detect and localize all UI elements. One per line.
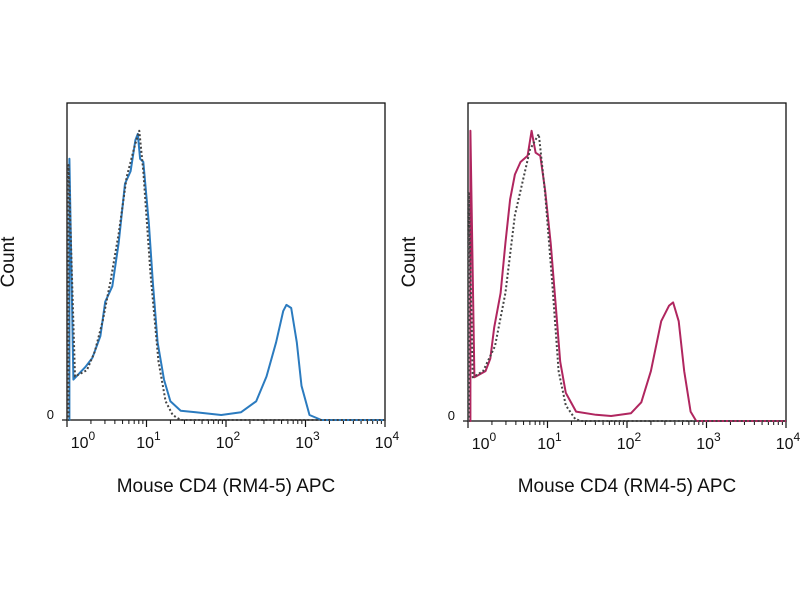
x-tick-label-base: 10 [537,436,555,453]
x-tick-label: 104 [375,429,400,452]
x-axis-label: Mouse CD4 (RM4-5) APC [518,476,737,497]
series-line-control [467,133,786,422]
x-tick-label-base: 10 [295,435,313,452]
x-tick-label: 102 [216,429,241,452]
x-tick-label-exponent: 4 [393,429,400,443]
x-tick-label-base: 10 [136,435,154,452]
x-tick-label: 100 [472,430,497,453]
series-line-control [67,129,385,421]
x-tick-label-exponent: 4 [794,430,800,444]
x-tick-label: 103 [696,430,721,453]
x-tick-label-base: 10 [472,436,490,453]
y-axis-label: Count [399,236,420,287]
x-tick-label-exponent: 1 [555,430,562,444]
x-tick-label-base: 10 [71,435,89,452]
x-tick-label-exponent: 3 [714,430,721,444]
series-line-stained [468,129,786,422]
x-tick-label: 102 [617,430,642,453]
y-tick-label: 0 [47,407,54,422]
x-tick-label: 104 [776,430,800,453]
x-tick-label: 103 [295,429,320,452]
x-tick-label-exponent: 0 [89,429,96,443]
x-tick-label-base: 10 [696,436,714,453]
x-tick-label-exponent: 1 [154,429,161,443]
x-tick-label-base: 10 [375,435,393,452]
plot-frame [467,102,787,422]
x-tick-label-exponent: 3 [313,429,320,443]
x-tick-label: 100 [71,429,96,452]
x-tick-label-base: 10 [776,436,794,453]
x-tick-label: 101 [537,430,562,453]
series-line-stained [67,132,385,421]
x-tick-label-exponent: 2 [234,429,241,443]
x-tick-label-base: 10 [216,435,234,452]
y-tick-label: 0 [448,408,455,423]
x-tick-label: 101 [136,429,161,452]
x-tick-label-exponent: 0 [490,430,497,444]
x-tick-label-exponent: 2 [635,430,642,444]
x-tick-label-base: 10 [617,436,635,453]
y-axis-label: Count [0,236,19,287]
x-axis-label: Mouse CD4 (RM4-5) APC [117,476,336,497]
